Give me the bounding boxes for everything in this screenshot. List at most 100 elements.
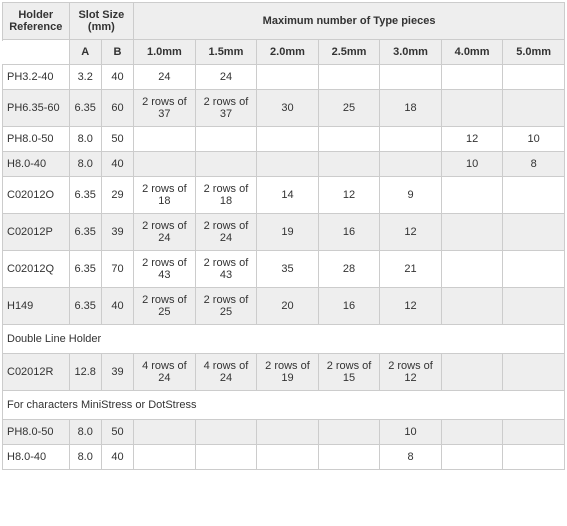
cell-size-5 — [441, 90, 503, 127]
cell-size-1 — [195, 420, 257, 445]
cell-size-6 — [503, 65, 565, 90]
header-size-0: 1.0mm — [134, 40, 196, 65]
header-a: A — [69, 40, 101, 65]
header-b: B — [101, 40, 133, 65]
cell-size-4: 9 — [380, 177, 442, 214]
cell-size-2: 20 — [257, 288, 319, 325]
cell-ref: H8.0-40 — [3, 445, 70, 470]
header-size-5: 4.0mm — [441, 40, 503, 65]
cell-size-3 — [318, 420, 380, 445]
cell-ref: PH6.35-60 — [3, 90, 70, 127]
cell-ref: C02012R — [3, 354, 70, 391]
section-label: Double Line Holder — [3, 325, 565, 354]
cell-size-6 — [503, 90, 565, 127]
cell-size-3: 25 — [318, 90, 380, 127]
cell-a: 6.35 — [69, 214, 101, 251]
cell-size-4 — [380, 65, 442, 90]
table-row: C02012R12.8394 rows of 244 rows of 242 r… — [3, 354, 565, 391]
cell-size-5 — [441, 420, 503, 445]
cell-size-5 — [441, 251, 503, 288]
cell-size-6 — [503, 354, 565, 391]
cell-size-0: 2 rows of 37 — [134, 90, 196, 127]
cell-b: 50 — [101, 420, 133, 445]
cell-size-2: 14 — [257, 177, 319, 214]
cell-size-5: 10 — [441, 152, 503, 177]
header-size-2: 2.0mm — [257, 40, 319, 65]
cell-size-3 — [318, 152, 380, 177]
cell-a: 8.0 — [69, 420, 101, 445]
cell-a: 3.2 — [69, 65, 101, 90]
table-row: PH8.0-508.05010 — [3, 420, 565, 445]
cell-a: 6.35 — [69, 90, 101, 127]
cell-b: 40 — [101, 65, 133, 90]
cell-size-5 — [441, 288, 503, 325]
cell-size-5 — [441, 177, 503, 214]
cell-size-6 — [503, 214, 565, 251]
cell-size-1: 2 rows of 24 — [195, 214, 257, 251]
cell-size-1 — [195, 445, 257, 470]
cell-size-2: 35 — [257, 251, 319, 288]
cell-size-0 — [134, 152, 196, 177]
cell-size-4 — [380, 152, 442, 177]
header-size-3: 2.5mm — [318, 40, 380, 65]
cell-size-6: 10 — [503, 127, 565, 152]
cell-b: 40 — [101, 445, 133, 470]
cell-size-4: 12 — [380, 288, 442, 325]
cell-size-3 — [318, 65, 380, 90]
table-row: C02012P6.35392 rows of 242 rows of 24191… — [3, 214, 565, 251]
cell-size-2: 2 rows of 19 — [257, 354, 319, 391]
cell-size-0 — [134, 420, 196, 445]
cell-b: 60 — [101, 90, 133, 127]
cell-ref: C02012Q — [3, 251, 70, 288]
cell-size-5: 12 — [441, 127, 503, 152]
cell-size-1 — [195, 127, 257, 152]
cell-a: 8.0 — [69, 127, 101, 152]
table-body: PH3.2-403.2402424PH6.35-606.35602 rows o… — [3, 65, 565, 470]
cell-b: 40 — [101, 288, 133, 325]
cell-size-0: 2 rows of 18 — [134, 177, 196, 214]
cell-b: 40 — [101, 152, 133, 177]
header-size-1: 1.5mm — [195, 40, 257, 65]
cell-size-2: 30 — [257, 90, 319, 127]
cell-size-3: 2 rows of 15 — [318, 354, 380, 391]
header-size-6: 5.0mm — [503, 40, 565, 65]
cell-size-3: 16 — [318, 288, 380, 325]
cell-size-2 — [257, 152, 319, 177]
table-row: PH3.2-403.2402424 — [3, 65, 565, 90]
table-row: H8.0-408.040108 — [3, 152, 565, 177]
table-header: Holder Reference Slot Size (mm) Maximum … — [3, 3, 565, 65]
cell-size-1: 2 rows of 25 — [195, 288, 257, 325]
table-row: Double Line Holder — [3, 325, 565, 354]
cell-b: 39 — [101, 354, 133, 391]
cell-ref: H149 — [3, 288, 70, 325]
cell-size-3 — [318, 445, 380, 470]
cell-size-1: 2 rows of 43 — [195, 251, 257, 288]
cell-size-2 — [257, 127, 319, 152]
cell-size-6 — [503, 420, 565, 445]
cell-size-6: 8 — [503, 152, 565, 177]
cell-ref: C02012P — [3, 214, 70, 251]
cell-size-0: 2 rows of 24 — [134, 214, 196, 251]
cell-size-1: 4 rows of 24 — [195, 354, 257, 391]
cell-a: 8.0 — [69, 445, 101, 470]
cell-b: 29 — [101, 177, 133, 214]
cell-size-3: 16 — [318, 214, 380, 251]
cell-size-4 — [380, 127, 442, 152]
cell-ref: H8.0-40 — [3, 152, 70, 177]
cell-ref: PH8.0-50 — [3, 127, 70, 152]
cell-a: 12.8 — [69, 354, 101, 391]
cell-size-2 — [257, 65, 319, 90]
cell-size-6 — [503, 288, 565, 325]
cell-b: 39 — [101, 214, 133, 251]
table-row: For characters MiniStress or DotStress — [3, 391, 565, 420]
cell-ref: C02012O — [3, 177, 70, 214]
cell-a: 6.35 — [69, 288, 101, 325]
header-slot-size: Slot Size (mm) — [69, 3, 134, 40]
cell-size-4: 2 rows of 12 — [380, 354, 442, 391]
cell-size-0: 24 — [134, 65, 196, 90]
cell-size-1: 2 rows of 18 — [195, 177, 257, 214]
cell-size-2 — [257, 420, 319, 445]
cell-a: 6.35 — [69, 177, 101, 214]
header-size-4: 3.0mm — [380, 40, 442, 65]
table-row: H1496.35402 rows of 252 rows of 25201612 — [3, 288, 565, 325]
